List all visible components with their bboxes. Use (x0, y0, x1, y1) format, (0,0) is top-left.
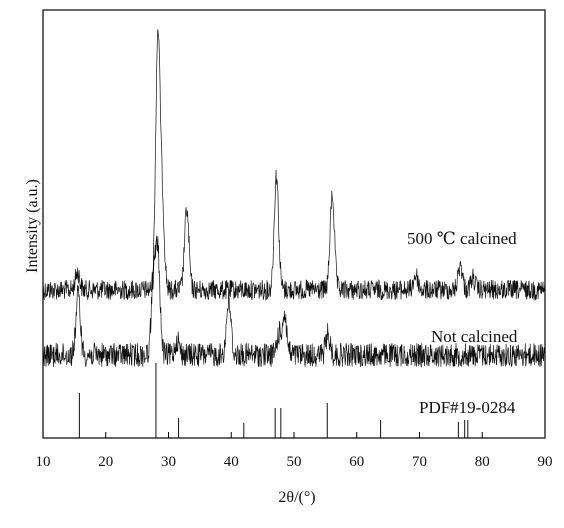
xrd-pattern-1 (42, 235, 546, 368)
y-axis-title: Intensity (a.u.) (24, 179, 41, 273)
xrd-pattern-0 (42, 29, 546, 302)
series-label-reference: PDF#19-0284 (419, 398, 516, 417)
plot-frame (42, 9, 546, 439)
x-tick-label: 60 (349, 454, 364, 470)
x-tick-label: 70 (412, 454, 427, 470)
x-tick-label: 30 (161, 454, 176, 470)
patterns-layer (42, 29, 546, 368)
x-axis-tick-labels: 10 20 30 40 50 60 70 80 90 (36, 454, 553, 470)
series-label-not-calcined: Not calcined (431, 327, 518, 346)
x-tick-label: 10 (36, 454, 51, 470)
x-axis-title: 2θ/(°) (278, 489, 315, 506)
reference-lines-layer (78, 363, 469, 438)
x-tick-label: 90 (538, 454, 553, 470)
x-tick-label: 50 (287, 454, 302, 470)
x-tick-label: 80 (475, 454, 490, 470)
series-label-calcined: 500 ℃ calcined (407, 229, 517, 248)
x-axis-ticks (42, 432, 546, 438)
x-tick-label: 40 (224, 454, 239, 470)
x-tick-label: 20 (98, 454, 113, 470)
